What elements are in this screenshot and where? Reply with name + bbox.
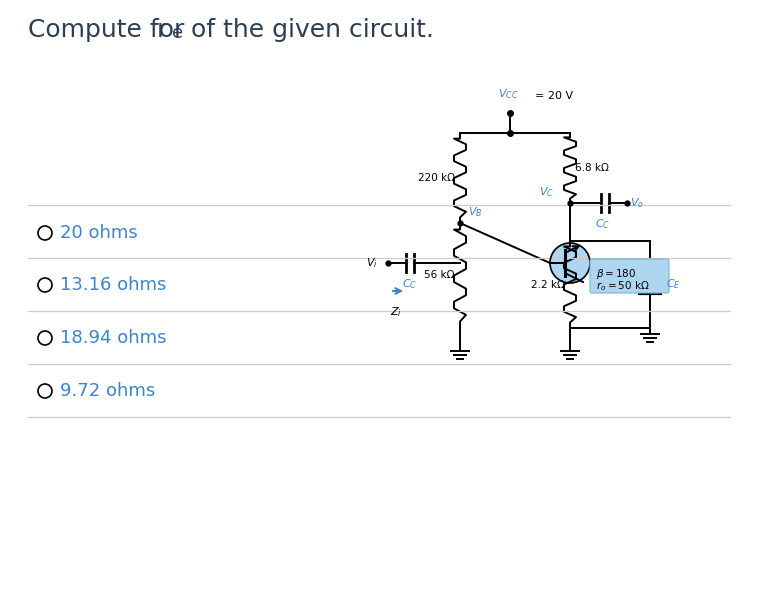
Text: $C_C$: $C_C$ — [595, 217, 610, 231]
Text: $Z_i$: $Z_i$ — [390, 305, 402, 319]
Text: $V_i$: $V_i$ — [367, 256, 378, 270]
Text: $\beta = 180$: $\beta = 180$ — [596, 267, 637, 281]
Text: 6.8 kΩ: 6.8 kΩ — [575, 163, 609, 173]
Text: $C_C$: $C_C$ — [402, 277, 417, 291]
Text: e: e — [172, 24, 183, 42]
Text: $V_{CC}$: $V_{CC}$ — [498, 87, 518, 101]
Text: 13.16 ohms: 13.16 ohms — [60, 276, 166, 294]
Text: = 20 V: = 20 V — [535, 91, 573, 101]
FancyBboxPatch shape — [590, 259, 669, 293]
Circle shape — [550, 243, 590, 283]
Text: 9.72 ohms: 9.72 ohms — [60, 382, 156, 400]
Text: of the given circuit.: of the given circuit. — [183, 18, 434, 42]
Text: $V_B$: $V_B$ — [468, 205, 483, 219]
Text: 20 ohms: 20 ohms — [60, 224, 137, 242]
Text: $V_o$: $V_o$ — [630, 196, 644, 210]
Text: r: r — [157, 18, 168, 42]
Text: 18.94 ohms: 18.94 ohms — [60, 329, 166, 347]
Text: Compute for: Compute for — [28, 18, 192, 42]
Text: $V_C$: $V_C$ — [539, 185, 554, 199]
Text: 2.2 kΩ: 2.2 kΩ — [531, 279, 565, 289]
Text: 220 kΩ: 220 kΩ — [418, 173, 455, 183]
Text: 56 kΩ: 56 kΩ — [424, 270, 455, 280]
Text: $C_E$: $C_E$ — [666, 278, 681, 291]
Text: $r_o = 50\ \mathrm{k}\Omega$: $r_o = 50\ \mathrm{k}\Omega$ — [596, 279, 650, 293]
